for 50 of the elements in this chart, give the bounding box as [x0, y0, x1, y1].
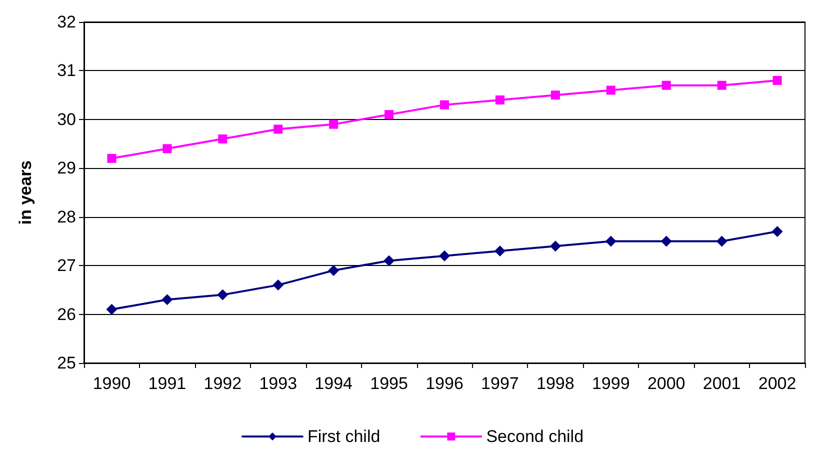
y-tick-label: 30: [57, 110, 76, 129]
point: [772, 76, 782, 85]
point: [439, 250, 450, 262]
x-tick-label: 1998: [536, 374, 574, 393]
point: [329, 120, 338, 129]
point: [716, 236, 728, 247]
point: [440, 100, 449, 110]
y-tick-label: 27: [57, 256, 76, 276]
point: [606, 86, 616, 95]
point: [274, 124, 283, 134]
legend-label: Second child: [486, 427, 584, 446]
x-tick-label: 1992: [204, 374, 242, 393]
y-tick-label: 26: [57, 304, 76, 324]
x-tick-label: 1999: [592, 374, 630, 393]
x-tick-label: 1993: [259, 374, 298, 393]
point: [717, 80, 726, 90]
point: [772, 226, 783, 237]
y-tick-label: 29: [57, 158, 76, 178]
point: [605, 236, 616, 247]
point: [272, 280, 284, 291]
legend-label: First child: [307, 427, 380, 446]
point: [494, 245, 506, 256]
x-tick-label: 2002: [758, 374, 796, 393]
y-tick-label: 32: [57, 12, 76, 32]
point: [106, 304, 118, 315]
point: [550, 240, 561, 252]
point: [384, 110, 394, 120]
x-tick-label: 1994: [314, 374, 352, 393]
point: [550, 90, 560, 100]
point: [328, 264, 340, 276]
x-tick-label: 1991: [148, 374, 186, 393]
x-tick-label: 1997: [481, 374, 519, 393]
point: [217, 289, 228, 300]
point: [162, 144, 172, 154]
x-tick-label: 2001: [702, 374, 741, 393]
y-axis-title: in years: [16, 160, 35, 225]
point: [662, 80, 671, 90]
point: [384, 255, 395, 266]
x-tick-label: 2000: [647, 374, 686, 393]
x-tick-label: 1995: [370, 374, 408, 393]
x-tick-label: 1990: [92, 374, 131, 393]
y-tick-label: 28: [57, 207, 76, 226]
point: [218, 134, 228, 144]
point: [107, 154, 116, 163]
y-tick-label: 31: [57, 61, 76, 80]
point: [162, 294, 173, 306]
point: [495, 95, 504, 104]
x-tick-label: 1996: [426, 374, 464, 393]
y-tick-label: 25: [57, 354, 76, 372]
point: [660, 236, 672, 247]
